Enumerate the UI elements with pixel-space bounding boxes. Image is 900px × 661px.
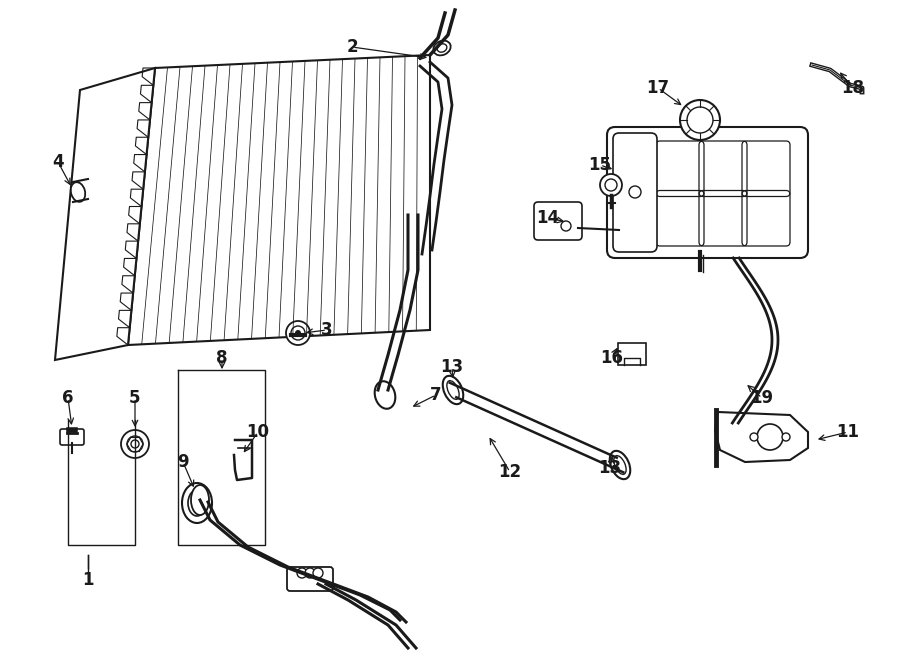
FancyBboxPatch shape [613, 133, 657, 252]
Text: 15: 15 [589, 156, 611, 174]
Text: 11: 11 [836, 423, 860, 441]
Circle shape [629, 186, 641, 198]
Circle shape [121, 430, 149, 458]
Text: 5: 5 [130, 389, 140, 407]
Ellipse shape [447, 381, 459, 399]
Circle shape [131, 440, 139, 448]
Text: 3: 3 [321, 321, 333, 339]
Circle shape [127, 436, 143, 452]
FancyBboxPatch shape [534, 202, 582, 240]
Text: 2: 2 [346, 38, 358, 56]
Polygon shape [715, 412, 808, 462]
Text: 7: 7 [430, 386, 442, 404]
Text: 8: 8 [216, 349, 228, 367]
Text: 1: 1 [82, 571, 94, 589]
FancyBboxPatch shape [287, 567, 333, 591]
Circle shape [313, 568, 323, 578]
Circle shape [286, 321, 310, 345]
Bar [618, 343, 646, 365]
Text: 13: 13 [440, 358, 464, 376]
Text: 6: 6 [62, 389, 74, 407]
FancyBboxPatch shape [607, 127, 808, 258]
Ellipse shape [191, 485, 209, 515]
Ellipse shape [374, 381, 395, 408]
Circle shape [561, 221, 571, 231]
Text: 12: 12 [499, 463, 522, 481]
Text: 10: 10 [247, 423, 269, 441]
Ellipse shape [188, 490, 206, 516]
Ellipse shape [71, 182, 86, 202]
FancyBboxPatch shape [60, 429, 84, 445]
Circle shape [680, 100, 720, 140]
Ellipse shape [443, 376, 464, 404]
Polygon shape [55, 68, 155, 360]
Circle shape [782, 433, 790, 441]
Circle shape [305, 568, 315, 578]
Text: 9: 9 [177, 453, 189, 471]
Circle shape [687, 107, 713, 133]
Circle shape [297, 568, 307, 578]
Text: 19: 19 [751, 389, 774, 407]
Ellipse shape [609, 451, 630, 479]
Ellipse shape [614, 455, 626, 475]
Circle shape [600, 174, 622, 196]
Polygon shape [128, 55, 430, 345]
Circle shape [291, 326, 305, 340]
Ellipse shape [433, 40, 451, 56]
Text: 16: 16 [600, 349, 624, 367]
Text: 18: 18 [842, 79, 865, 97]
Text: 17: 17 [646, 79, 670, 97]
Text: 13: 13 [598, 459, 622, 477]
Circle shape [757, 424, 783, 450]
Ellipse shape [182, 483, 212, 523]
Circle shape [750, 433, 758, 441]
Text: 4: 4 [52, 153, 64, 171]
Circle shape [295, 330, 301, 336]
Circle shape [605, 179, 617, 191]
Text: 14: 14 [536, 209, 560, 227]
